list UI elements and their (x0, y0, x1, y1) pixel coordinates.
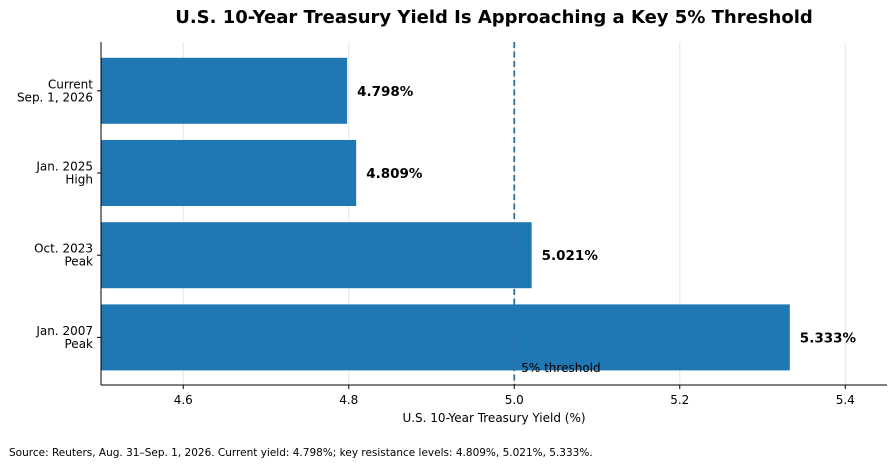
axes (100, 42, 887, 386)
y-tick-label-2-1: Peak (65, 255, 94, 269)
x-axis-label: U.S. 10-Year Treasury Yield (%) (402, 411, 585, 425)
bar-1 (101, 140, 357, 206)
y-tick-label-0-1: Sep. 1, 2026 (17, 90, 93, 104)
source-note: Source: Reuters, Aug. 31–Sep. 1, 2026. C… (9, 447, 593, 459)
x-tick-label-0: 4.6 (174, 393, 193, 407)
data-label-1: 4.809% (366, 166, 423, 182)
data-labels: 4.798% 4.809% 5.021% 5.333% (357, 84, 856, 347)
x-tick-label-3: 5.2 (670, 393, 689, 407)
y-tick-label-3-0: Jan. 2007 (35, 324, 93, 338)
x-ticks: 4.6 4.8 5.0 5.2 5.4 (174, 385, 855, 407)
x-tick-label-1: 4.8 (339, 393, 358, 407)
threshold-label: 5% threshold (521, 361, 600, 375)
x-tick-label-2: 5.0 (505, 393, 524, 407)
bar-3 (101, 304, 790, 371)
bars (101, 57, 790, 371)
y-tick-label-2-0: Oct. 2023 (34, 242, 93, 256)
threshold-reference: 5% threshold (513, 42, 601, 385)
chart-title: U.S. 10-Year Treasury Yield Is Approachi… (175, 7, 813, 28)
y-tick-label-1-1: High (65, 173, 93, 187)
bar-2 (101, 222, 532, 289)
y-tick-label-3-1: Peak (65, 337, 94, 351)
y-tick-label-0-0: Current (48, 77, 93, 91)
y-tick-label-1-0: Jan. 2025 (35, 160, 93, 174)
bar-0 (101, 57, 348, 124)
data-label-2: 5.021% (542, 248, 599, 264)
data-label-3: 5.333% (800, 330, 857, 346)
x-tick-label-4: 5.4 (836, 393, 855, 407)
data-label-0: 4.798% (357, 84, 414, 100)
